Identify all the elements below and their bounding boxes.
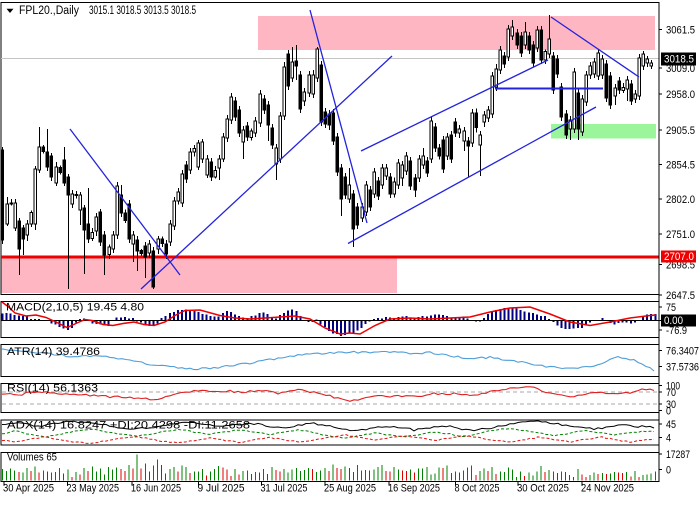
svg-text:45: 45 xyxy=(666,419,676,431)
svg-text:2647.5: 2647.5 xyxy=(666,290,695,302)
svg-text:FPL20.,Daily: FPL20.,Daily xyxy=(19,5,79,17)
svg-text:24 Nov 2025: 24 Nov 2025 xyxy=(581,483,634,495)
svg-text:MACD(2,10,5) 19.45 4.80: MACD(2,10,5) 19.45 4.80 xyxy=(6,302,144,314)
svg-text:2854.5: 2854.5 xyxy=(666,159,695,171)
svg-text:3061.5: 3061.5 xyxy=(666,24,695,36)
svg-text:RSI(14) 56.1363: RSI(14) 56.1363 xyxy=(7,383,98,395)
svg-text:30: 30 xyxy=(666,399,676,411)
svg-text:3015.1 3018.5 3013.5 3018.5: 3015.1 3018.5 3013.5 3018.5 xyxy=(89,5,196,17)
svg-text:ADX(14) 16.8247 +DI:20.4298 -D: ADX(14) 16.8247 +DI:20.4298 -DI:11.2658 xyxy=(7,420,250,432)
svg-text:70: 70 xyxy=(666,387,676,399)
svg-text:37.5736: 37.5736 xyxy=(666,361,699,373)
svg-text:-76.9: -76.9 xyxy=(666,325,687,337)
svg-text:30 Oct 2025: 30 Oct 2025 xyxy=(517,483,569,495)
svg-text:2707.0: 2707.0 xyxy=(664,251,694,263)
svg-text:16 Jun 2025: 16 Jun 2025 xyxy=(131,483,181,495)
svg-text:31 Jul 2025: 31 Jul 2025 xyxy=(261,483,308,495)
svg-text:3018.5: 3018.5 xyxy=(664,54,694,66)
svg-text:2958.0: 2958.0 xyxy=(666,89,695,101)
svg-text:0.00: 0.00 xyxy=(664,315,683,327)
svg-text:16 Sep 2025: 16 Sep 2025 xyxy=(388,483,440,495)
svg-text:3009.0: 3009.0 xyxy=(666,63,695,75)
svg-text:75: 75 xyxy=(666,302,676,314)
svg-text:2905.5: 2905.5 xyxy=(666,125,695,137)
svg-text:100: 100 xyxy=(666,380,680,392)
svg-text:2802.0: 2802.0 xyxy=(666,194,695,206)
svg-text:0: 0 xyxy=(666,464,671,476)
svg-text:8 Oct 2025: 8 Oct 2025 xyxy=(455,483,500,495)
svg-text:4: 4 xyxy=(666,432,671,444)
svg-text:17287: 17287 xyxy=(666,449,690,461)
svg-text:ATR(14) 39.4786: ATR(14) 39.4786 xyxy=(7,346,100,358)
svg-text:30 Apr 2025: 30 Apr 2025 xyxy=(3,483,54,495)
svg-text:23 May 2025: 23 May 2025 xyxy=(67,483,120,495)
svg-text:2751.0: 2751.0 xyxy=(666,229,695,241)
svg-text:76.3407: 76.3407 xyxy=(666,345,699,357)
svg-text:0: 0 xyxy=(666,405,671,417)
svg-text:Volumes 65: Volumes 65 xyxy=(7,452,57,464)
svg-text:9 Jul 2025: 9 Jul 2025 xyxy=(198,483,245,495)
svg-text:25 Aug 2025: 25 Aug 2025 xyxy=(324,483,376,495)
